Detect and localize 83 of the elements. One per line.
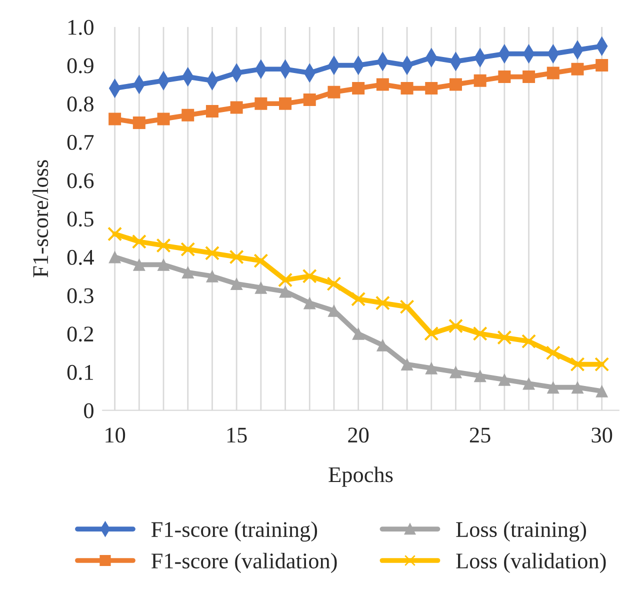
point	[375, 296, 390, 310]
point	[498, 373, 511, 386]
point	[132, 116, 146, 130]
y-tick-label: 0.7	[67, 134, 94, 150]
point	[279, 285, 292, 298]
y-tick-label: 0	[84, 403, 94, 418]
point	[498, 70, 511, 84]
point	[206, 105, 218, 118]
point	[303, 296, 316, 310]
point	[230, 278, 243, 290]
point	[400, 82, 414, 95]
point	[448, 318, 464, 334]
point	[328, 86, 340, 98]
point	[425, 82, 438, 95]
point	[522, 70, 536, 84]
point	[278, 272, 293, 288]
point	[596, 59, 608, 72]
point	[472, 326, 488, 341]
point	[521, 334, 536, 349]
point	[570, 357, 585, 372]
y-tick-label: 0.4	[67, 250, 94, 265]
point	[400, 300, 414, 314]
point	[351, 292, 366, 306]
point	[229, 250, 244, 264]
y-tick-label: 0.9	[67, 58, 94, 74]
point	[474, 370, 486, 382]
point	[326, 276, 342, 292]
point	[254, 97, 268, 110]
legend-label: F1-score (validation)	[151, 552, 337, 574]
y-tick-label: 0.2	[67, 326, 94, 342]
point	[546, 346, 560, 360]
point	[230, 101, 243, 114]
point	[157, 112, 170, 126]
point	[594, 357, 610, 372]
point	[449, 366, 462, 378]
point	[206, 270, 218, 282]
point	[303, 94, 316, 106]
point	[571, 381, 584, 394]
point	[376, 78, 389, 91]
point	[108, 250, 122, 264]
x-tick-label: 15	[227, 428, 247, 443]
point	[204, 246, 220, 260]
point	[522, 377, 536, 390]
y-tick-label: 0.1	[67, 364, 93, 380]
point	[254, 254, 268, 268]
x-tick-label: 20	[348, 428, 369, 443]
point	[400, 358, 414, 371]
point	[596, 384, 608, 398]
point	[108, 112, 122, 126]
point	[546, 381, 560, 394]
point	[182, 266, 194, 279]
y-tick-label: 0.6	[67, 173, 94, 188]
point	[352, 327, 365, 340]
y-tick-label: 0.5	[67, 212, 94, 227]
point	[546, 66, 560, 80]
point	[425, 362, 438, 374]
point	[279, 97, 292, 110]
point	[352, 82, 365, 95]
point	[156, 238, 171, 253]
point	[497, 330, 512, 345]
x-tick-label: 25	[470, 428, 490, 443]
point	[254, 281, 268, 294]
legend-label: Loss (validation)	[456, 552, 606, 574]
point	[424, 326, 439, 341]
point	[302, 268, 317, 284]
point	[132, 234, 146, 249]
x-axis-title: Epochs	[328, 466, 393, 487]
point	[571, 62, 584, 76]
y-tick-label: 0.3	[67, 288, 94, 304]
y-tick-label: 1.0	[68, 20, 94, 35]
point	[157, 258, 170, 271]
point	[182, 108, 194, 122]
point	[132, 258, 146, 271]
y-tick-label: 0.8	[67, 96, 94, 112]
point	[108, 226, 122, 242]
x-tick-label: 10	[106, 428, 126, 443]
point	[180, 242, 196, 257]
point	[449, 78, 462, 91]
legend-label: Loss (training)	[456, 521, 586, 542]
y-axis-title: F1-score/loss	[32, 160, 48, 278]
point	[474, 74, 486, 87]
legend-label: F1-score (training)	[151, 521, 318, 542]
x-tick-label: 30	[592, 428, 612, 443]
